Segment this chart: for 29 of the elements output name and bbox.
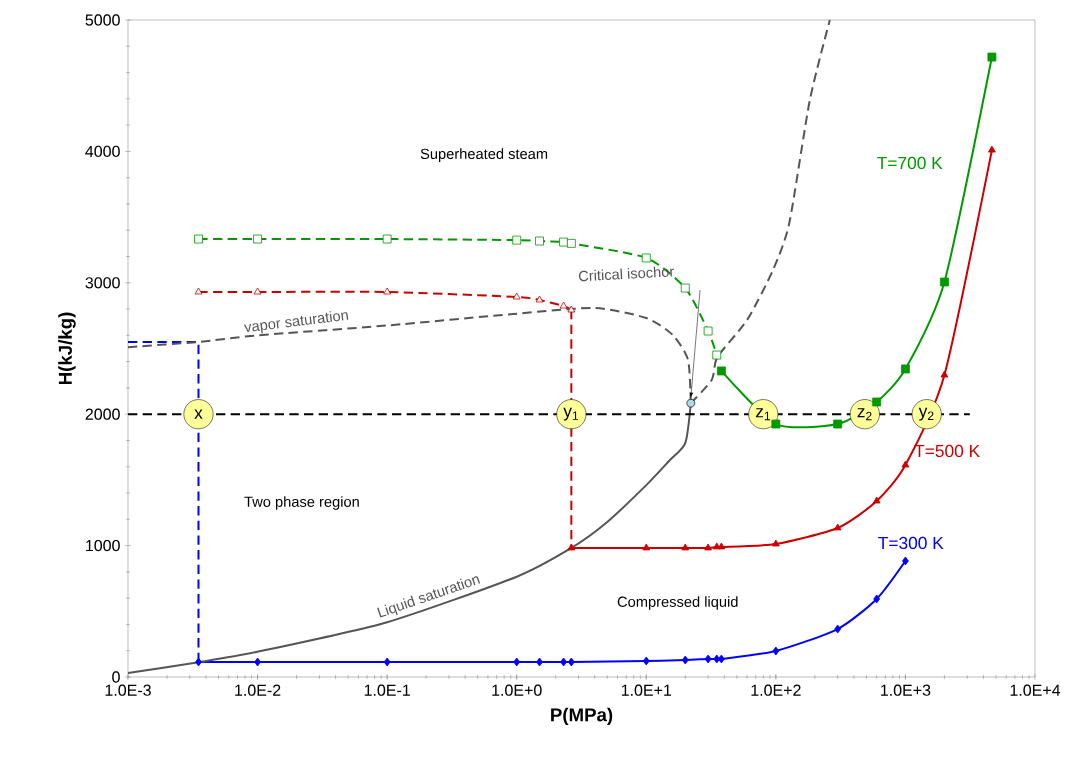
text: vapor saturation (243, 311, 349, 334)
x-tick-label: 1.0E+1 (621, 684, 672, 696)
annotation: Compressed liquid (617, 596, 738, 610)
x-axis-title: P(MPa) (551, 707, 613, 726)
text: Critical isochor (578, 266, 674, 282)
y-tick-label: 4000 (85, 145, 120, 158)
y-tick-label: 0 (112, 671, 120, 683)
annotation: Superheated steam (420, 148, 548, 162)
annotation: x (194, 409, 203, 419)
annotation: y$_{1}$ (563, 407, 579, 421)
y-tick-label: 5000 (85, 14, 120, 26)
y-tick-label: 1000 (86, 539, 120, 552)
annotation: z$_{1}$ (755, 408, 771, 421)
x-tick-label: 1.0E+3 (881, 684, 931, 696)
series-label: T=300 K (878, 536, 944, 550)
series-label: T=700 K (877, 156, 943, 170)
y-tick-label: 3000 (85, 277, 120, 289)
x-tick-label: 1.0E-2 (235, 684, 281, 696)
series-label: T=500 K (914, 444, 980, 458)
annotation: z$_{2}$ (857, 408, 872, 421)
y-axis-title: H(kJ/kg) (58, 312, 76, 385)
x-tick-label: 1.0E+0 (492, 684, 542, 696)
x-tick-label: 1.0E-1 (364, 684, 410, 696)
annotation: Two phase region (244, 496, 359, 510)
x-tick-label: 1.0E-3 (105, 684, 151, 696)
x-tick-label: 1.0E+2 (751, 684, 801, 696)
x-tick-label: 1.0E+4 (1010, 684, 1061, 696)
annotation: y$_{2}$ (918, 407, 934, 421)
y-tick-label: 2000 (85, 408, 120, 420)
